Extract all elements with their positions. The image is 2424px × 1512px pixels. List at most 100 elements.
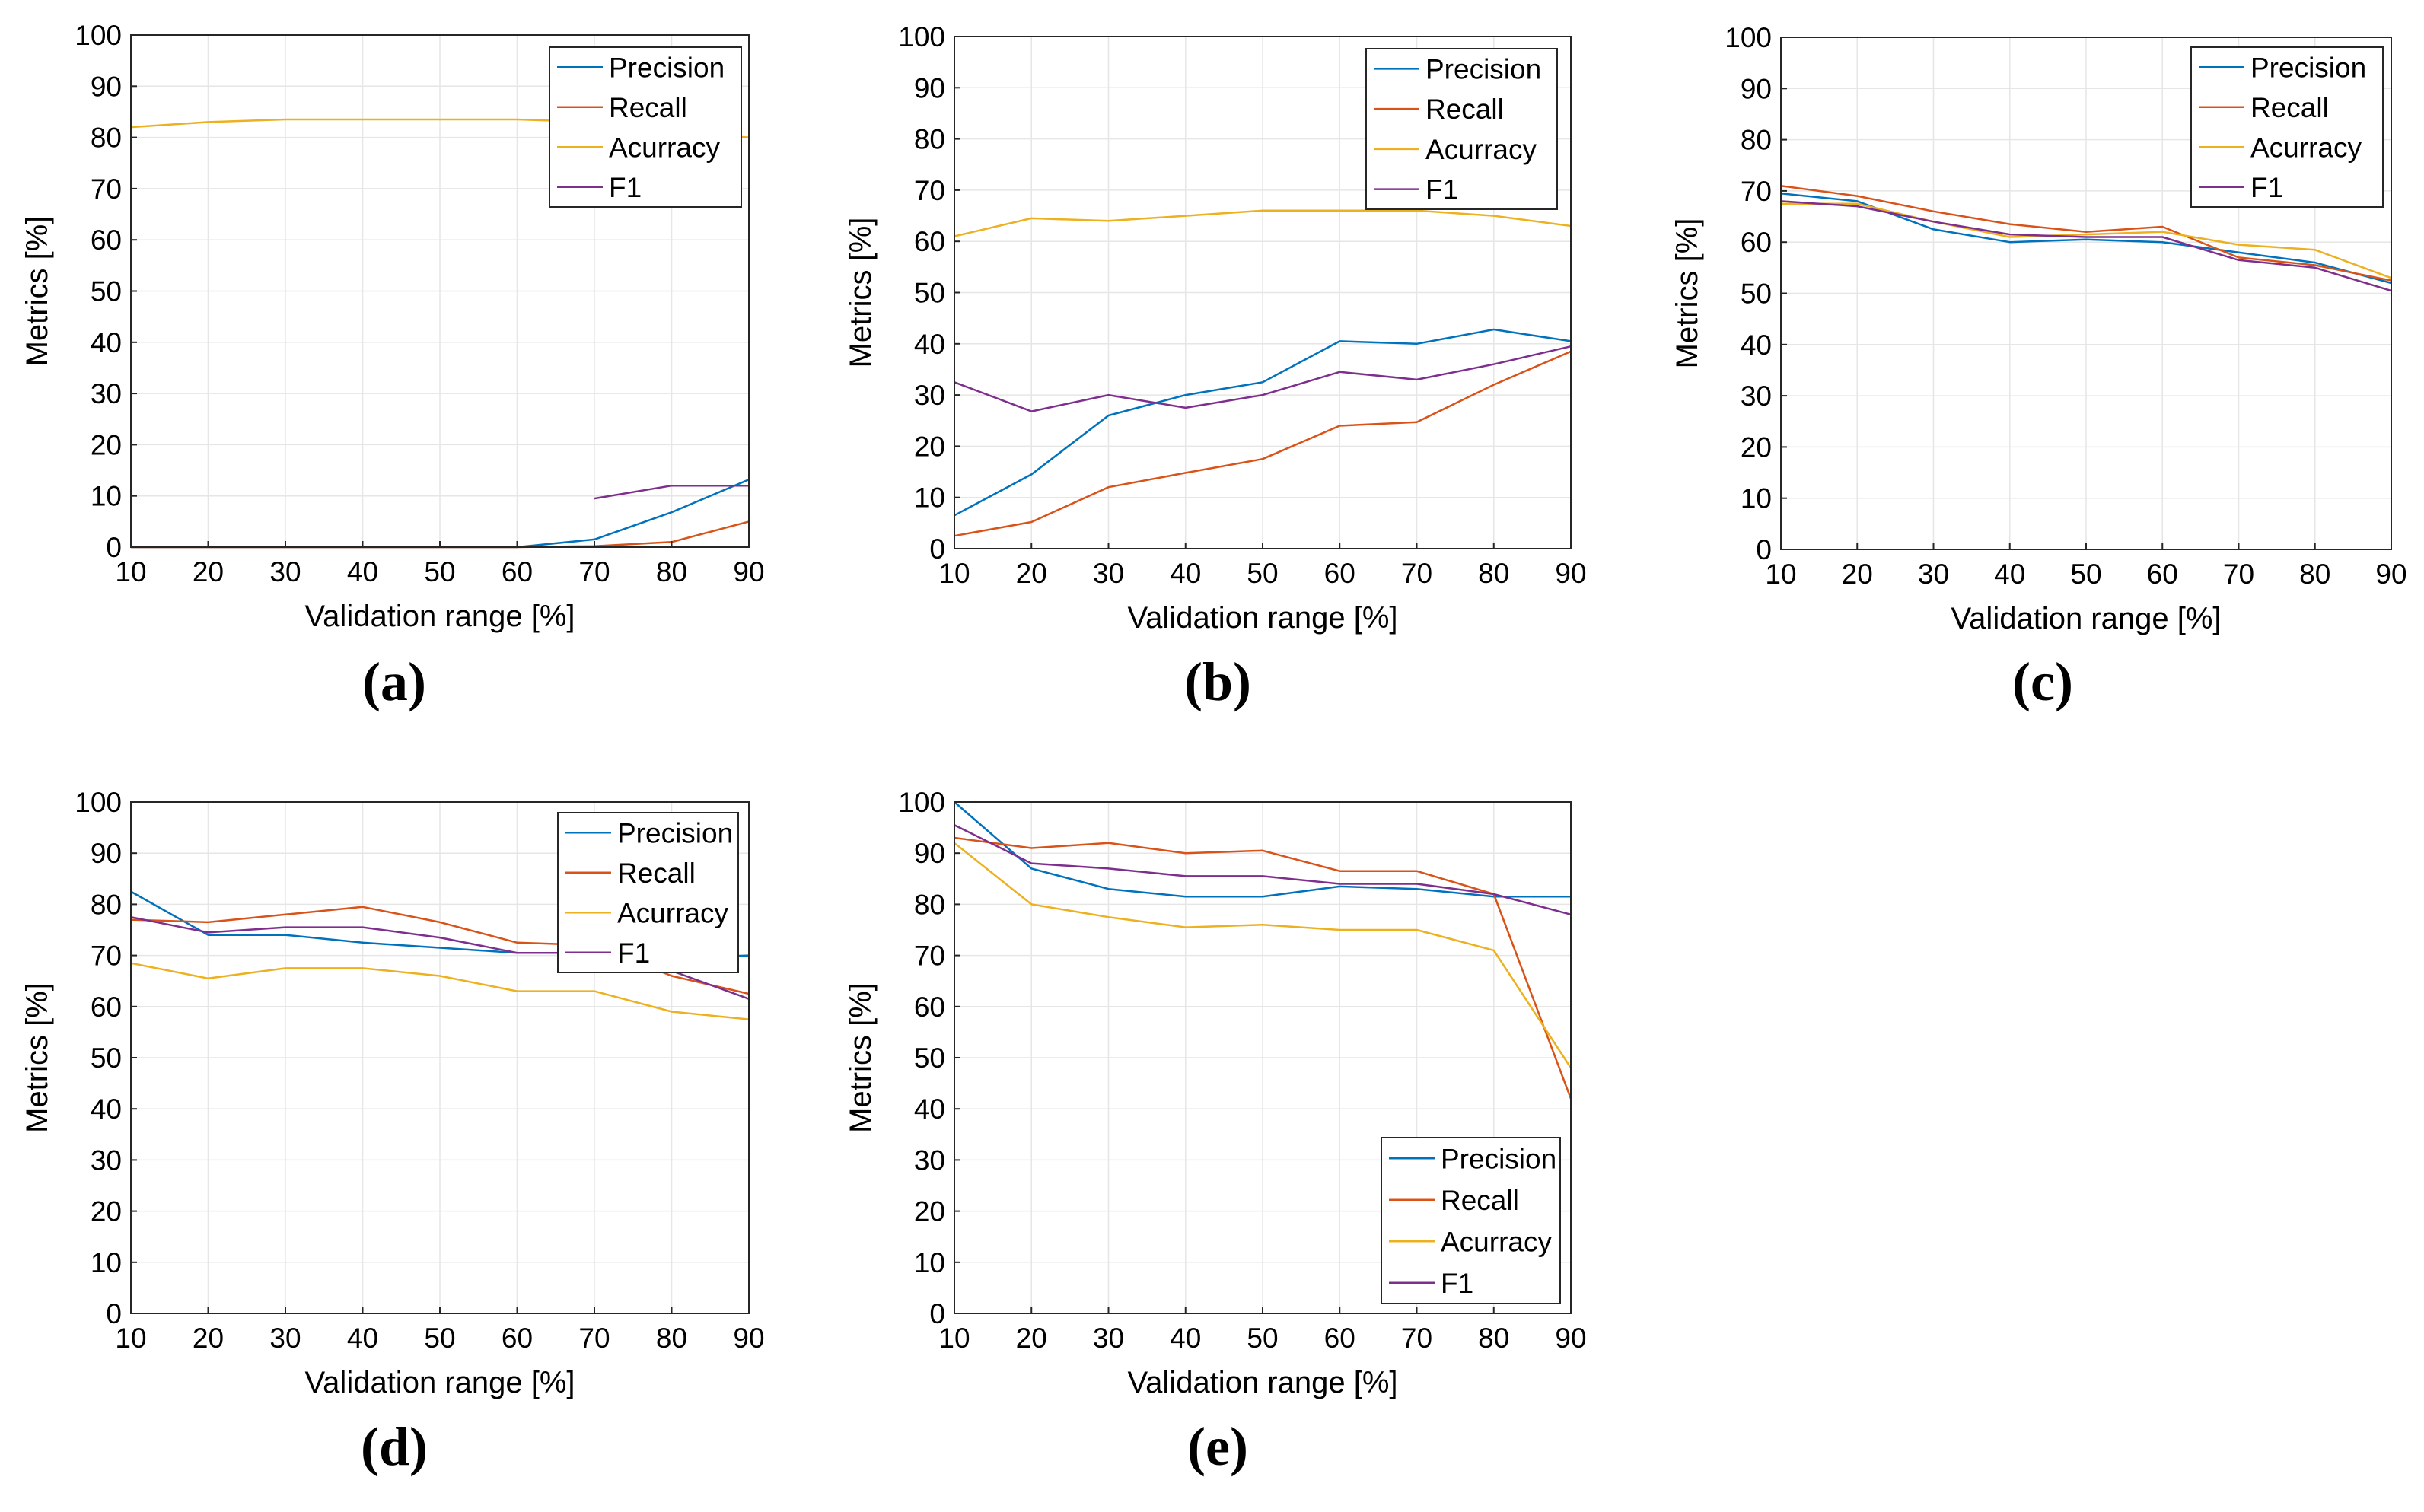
x-tick-label: 80 (2299, 559, 2330, 590)
x-tick-label: 30 (269, 1323, 301, 1354)
legend-box (2190, 46, 2384, 208)
y-tick-label: 50 (91, 276, 122, 307)
y-tick-label: 60 (914, 992, 945, 1023)
x-tick-label: 70 (1401, 558, 1432, 589)
y-tick-label: 60 (914, 226, 945, 257)
y-tick-label: 0 (929, 533, 945, 565)
y-tick-label: 20 (91, 429, 122, 460)
y-tick-label: 90 (914, 72, 945, 103)
legend-entry-recall: Recall (1441, 1185, 1519, 1216)
y-tick-label: 90 (91, 71, 122, 102)
x-tick-label: 70 (2223, 559, 2254, 590)
y-tick-label: 70 (1741, 176, 1772, 207)
y-tick-label: 70 (91, 173, 122, 205)
y-tick-label: 90 (1741, 73, 1772, 104)
legend-box (1381, 1137, 1561, 1304)
x-tick-label: 40 (347, 556, 378, 587)
y-axis-label: Metrics [%] (844, 982, 878, 1133)
legend-entry-precision: Precision (1425, 53, 1541, 84)
x-tick-label: 20 (1842, 559, 1873, 590)
series-line-f1 (954, 824, 1572, 916)
series-line-precision (954, 801, 1571, 898)
panel-label: (b) (1184, 651, 1251, 712)
x-tick-label: 50 (424, 556, 455, 587)
y-tick-label: 30 (91, 1144, 122, 1176)
panel-label: (e) (1187, 1416, 1248, 1477)
x-tick-label: 30 (1093, 1323, 1124, 1354)
y-axis-label: Metrics [%] (21, 982, 54, 1133)
x-tick-label: 10 (938, 1323, 970, 1354)
y-tick-label: 0 (1756, 534, 1772, 565)
y-tick-label: 10 (91, 481, 122, 512)
x-tick-label: 90 (2375, 559, 2406, 590)
x-tick-label: 90 (733, 556, 764, 587)
y-tick-label: 50 (914, 278, 945, 309)
x-tick-label: 70 (578, 1323, 610, 1354)
x-tick-label: 50 (1247, 1323, 1278, 1354)
series-line-precision (954, 328, 1572, 517)
x-tick-label: 50 (2070, 559, 2101, 590)
x-tick-label: 30 (1093, 558, 1124, 589)
y-tick-label: 10 (914, 1247, 945, 1278)
x-tick-label: 90 (733, 1323, 764, 1354)
legend-entry-acurracy: Acurracy (609, 132, 720, 163)
x-tick-label: 50 (1247, 558, 1278, 589)
y-tick-label: 100 (898, 787, 945, 818)
legend-entry-f1: F1 (1441, 1268, 1473, 1299)
y-tick-label: 40 (91, 327, 122, 358)
x-tick-label: 20 (193, 1323, 224, 1354)
y-tick-label: 100 (75, 787, 122, 818)
y-tick-label: 40 (914, 1093, 945, 1125)
x-axis-label: Validation range [%] (1127, 601, 1397, 635)
y-tick-label: 20 (1741, 431, 1772, 463)
y-tick-label: 50 (1741, 279, 1772, 310)
y-tick-label: 100 (75, 20, 122, 51)
x-tick-label: 10 (115, 1323, 146, 1354)
panel-label: (c) (2012, 651, 2073, 712)
legend-entry-f1: F1 (2250, 172, 2283, 203)
y-tick-label: 80 (1741, 125, 1772, 156)
x-tick-label: 60 (1324, 558, 1355, 589)
x-axis-label: Validation range [%] (1951, 602, 2221, 635)
legend-entry-f1: F1 (1425, 174, 1458, 205)
x-tick-label: 10 (938, 558, 970, 589)
legend-box (557, 812, 739, 973)
panel-label: (a) (362, 651, 426, 712)
series-line-recall (1780, 184, 2392, 282)
series-line-f1 (594, 484, 749, 500)
x-tick-label: 20 (193, 556, 224, 587)
series-line-recall (954, 350, 1572, 537)
y-tick-label: 20 (914, 1196, 945, 1227)
y-tick-label: 80 (914, 889, 945, 920)
y-tick-label: 60 (91, 224, 122, 256)
x-tick-label: 40 (1170, 1323, 1201, 1354)
legend: Precision Recall Acurracy F1 (2190, 46, 2384, 208)
legend-entry-precision: Precision (2250, 52, 2366, 83)
y-tick-label: 70 (91, 941, 122, 972)
x-tick-label: 30 (269, 556, 301, 587)
legend: Precision Recall Acurracy F1 (549, 46, 742, 208)
legend-entry-recall: Recall (2250, 92, 2329, 123)
y-tick-label: 90 (91, 838, 122, 869)
x-tick-label: 70 (578, 556, 610, 587)
y-tick-label: 30 (914, 1144, 945, 1176)
y-tick-label: 20 (914, 431, 945, 462)
x-axis-label: Validation range [%] (1127, 1366, 1397, 1399)
y-tick-label: 70 (914, 941, 945, 972)
x-tick-label: 20 (1016, 558, 1047, 589)
y-tick-label: 10 (914, 482, 945, 514)
legend-box (1365, 48, 1558, 210)
series-line-acurracy (954, 209, 1572, 237)
series-line-f1 (954, 345, 1572, 412)
y-axis-label: Metrics [%] (1671, 218, 1704, 369)
series-line-acurracy (1781, 202, 2392, 279)
series-line-recall (954, 836, 1572, 1100)
y-tick-label: 100 (898, 21, 945, 53)
x-tick-label: 80 (656, 556, 687, 587)
panel-label: (d) (361, 1416, 428, 1477)
legend: Precision Recall Acurracy F1 (1365, 48, 1558, 210)
x-tick-label: 50 (424, 1323, 455, 1354)
